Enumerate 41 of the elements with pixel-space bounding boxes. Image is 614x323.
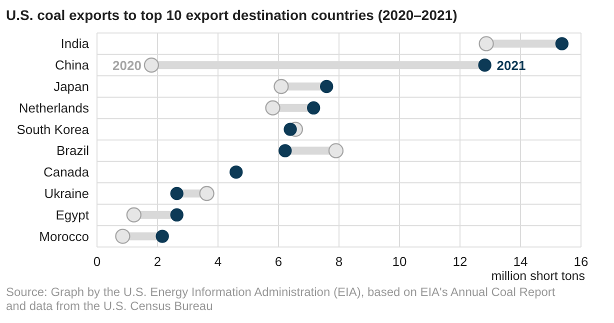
point: [115, 228, 130, 244]
point: [478, 36, 494, 52]
series-label: 2020: [112, 58, 142, 74]
point: [555, 37, 569, 50]
y-tick-label: Morocco: [39, 228, 89, 244]
x-tick-label: 12: [452, 254, 468, 269]
point: [284, 122, 297, 136]
point: [230, 166, 243, 179]
x-axis-title: million short tons: [491, 269, 585, 283]
x-tick-label: 2: [154, 254, 162, 269]
series-label: 2021: [496, 58, 526, 74]
point: [144, 58, 160, 73]
point: [320, 80, 334, 94]
point: [328, 143, 344, 158]
y-tick-label: South Korea: [16, 122, 90, 137]
x-tick-label: 0: [93, 254, 101, 269]
y-tick-label: Ukraine: [44, 186, 89, 201]
point: [274, 78, 289, 94]
y-tick-label: Netherlands: [18, 100, 90, 116]
point: [199, 186, 214, 202]
x-tick-label: 14: [513, 254, 528, 269]
x-tick-label: 4: [214, 254, 222, 269]
point: [156, 230, 169, 243]
x-tick-label: 8: [335, 254, 343, 269]
point: [126, 207, 142, 222]
y-tick-label: Japan: [54, 79, 89, 94]
x-tick-label: 16: [574, 254, 588, 269]
point: [170, 208, 184, 222]
y-tick-label: Brazil: [56, 143, 90, 158]
y-tick-label: India: [60, 36, 90, 52]
chart-title: U.S. coal exports to top 10 export destination countries (2020–2021): [6, 7, 458, 23]
source-note: Source: Graph by the U.S. Energy Information Administration (EIA), based on EIA's Annual Coal Report and data from the U.S. Census Bureau: [6, 285, 556, 313]
y-tick-label: China: [55, 58, 90, 73]
point: [265, 100, 280, 116]
y-tick-label: Egypt: [56, 207, 90, 222]
point: [170, 186, 184, 200]
x-tick-label: 6: [274, 254, 282, 269]
point: [306, 101, 320, 114]
point: [278, 144, 292, 158]
y-tick-label: Canada: [43, 164, 90, 180]
x-tick-label: 10: [392, 254, 407, 269]
